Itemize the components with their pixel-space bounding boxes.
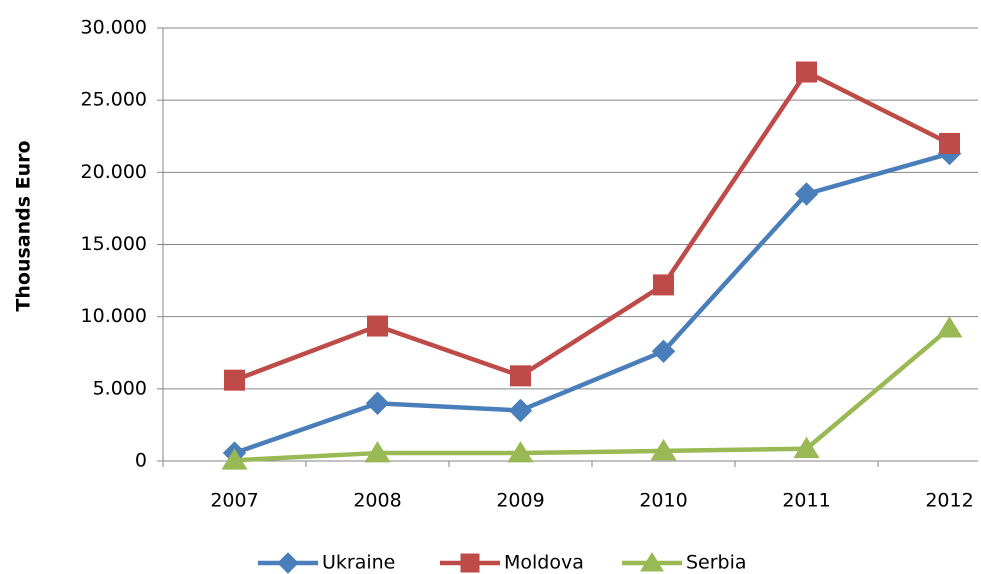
legend-label: Ukraine [322, 552, 395, 574]
marker [510, 365, 531, 387]
marker [507, 441, 534, 463]
marker [277, 552, 299, 574]
y-tick-label: 5.000 [93, 377, 147, 399]
marker [221, 448, 248, 470]
y-tick-label: 25.000 [81, 89, 147, 111]
y-tick-label: 0 [135, 450, 147, 472]
y-tick-label: 10.000 [81, 305, 147, 327]
x-tick-label: 2012 [925, 490, 973, 512]
marker [364, 441, 391, 463]
marker [794, 182, 819, 206]
marker [796, 61, 817, 83]
marker [653, 274, 674, 296]
x-tick-label: 2011 [782, 490, 830, 512]
marker [365, 391, 390, 415]
marker [508, 398, 533, 423]
marker [224, 369, 245, 391]
x-tick-label: 2007 [210, 490, 258, 512]
marker [367, 315, 388, 337]
x-tick-label: 2008 [353, 490, 401, 512]
series-line [233, 151, 951, 456]
x-tick-label: 2010 [639, 490, 687, 512]
y-tick-label: 20.000 [81, 161, 147, 183]
series-line [233, 69, 951, 383]
y-axis-label: Thousands Euro [13, 140, 35, 311]
marker [640, 552, 664, 572]
y-tick-label: 30.000 [81, 17, 147, 39]
marker [793, 436, 820, 459]
marker [650, 438, 677, 461]
x-tick-label: 2009 [496, 490, 544, 512]
legend-label: Serbia [686, 552, 747, 574]
series-line [234, 326, 951, 463]
legend-label: Moldova [504, 552, 584, 574]
y-tick-label: 15.000 [81, 233, 147, 255]
marker [939, 132, 960, 154]
marker [460, 553, 480, 573]
marker [651, 339, 676, 364]
marker [936, 316, 963, 338]
